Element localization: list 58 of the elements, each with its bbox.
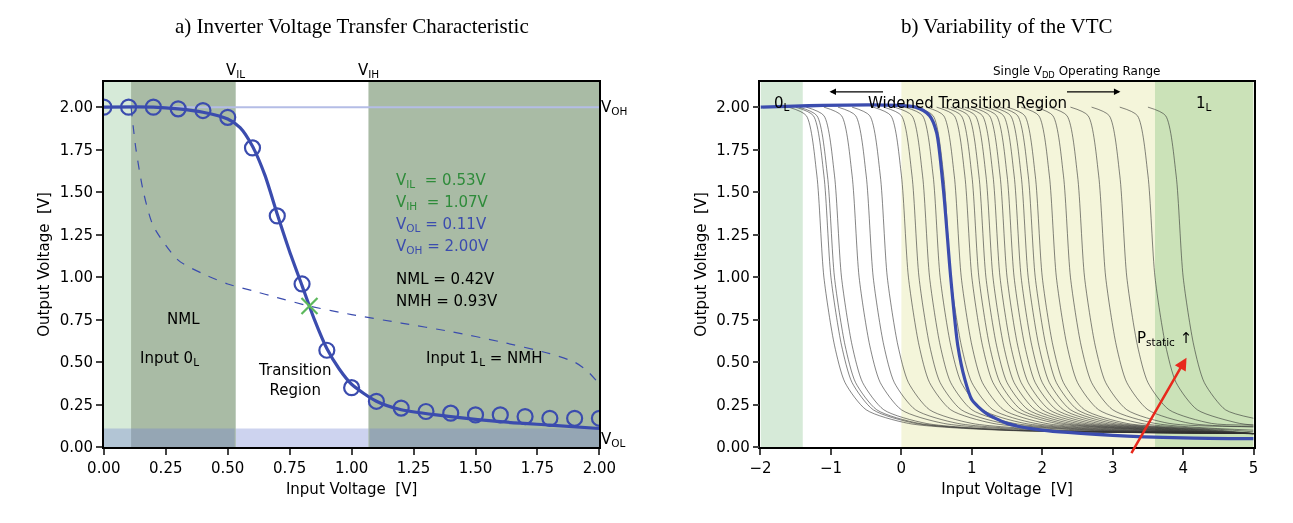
band-label: Input 1$_{L}$ = NMH — [426, 349, 543, 369]
x-tick-label: −1 — [819, 458, 842, 477]
y-tick-label: 2.00 — [59, 98, 94, 117]
y-tick-label: 1.25 — [59, 225, 94, 244]
y-tick-label: 0.50 — [59, 353, 94, 372]
x-tick-label: 0.25 — [149, 458, 183, 477]
band-label: NML — [167, 310, 201, 328]
x-axis-title: Input Voltage [V] — [285, 480, 418, 499]
x-tick-label: 1 — [967, 458, 977, 477]
annotation: P$_{static}$ ↑ — [1137, 329, 1193, 349]
band-label: V$_{OL}$ — [601, 430, 626, 450]
y-tick-label: 1.25 — [716, 225, 750, 244]
y-tick-label: 1.75 — [59, 140, 94, 159]
band-label: Input 0$_{L}$ — [140, 349, 200, 369]
x-tick-label: 2 — [1037, 458, 1048, 477]
x-tick-label: −2 — [749, 458, 772, 477]
annotation: V$_{OH}$ = 2.00V — [396, 237, 489, 257]
annotation: V$_{OL}$ = 0.11V — [396, 215, 487, 235]
y-axis-title: Output Voltage [V] — [692, 192, 711, 337]
y-axis-title: Output Voltage [V] — [35, 192, 54, 337]
annotation: NMH = 0.93V — [396, 292, 498, 310]
y-tick-label: 0.75 — [59, 310, 94, 329]
x-tick-label: 1.00 — [334, 458, 369, 477]
x-tick-label: 0 — [896, 458, 907, 477]
ref-line-label: V$_{IH}$ — [358, 61, 380, 81]
y-tick-label: 0.75 — [716, 310, 750, 329]
y-tick-label: 0.50 — [716, 353, 750, 372]
band-label: 1$_{L}$ — [1196, 94, 1212, 114]
y-tick-label: 0.00 — [59, 438, 94, 457]
annotation: NML = 0.42V — [396, 270, 496, 288]
x-tick-label: 1.50 — [458, 458, 493, 477]
y-tick-label: 1.00 — [59, 268, 94, 287]
ref-line-label: V$_{OH}$ — [601, 98, 628, 118]
x-tick-label: 1.25 — [396, 458, 431, 477]
annotation: V$_{IH}$ = 1.07V — [396, 193, 489, 213]
y-tick-label: 1.00 — [716, 268, 750, 287]
x-tick-label: 0.00 — [87, 458, 121, 477]
y-tick-label: 2.00 — [716, 98, 750, 117]
y-tick-label: 1.50 — [59, 183, 94, 202]
x-tick-label: 5 — [1248, 458, 1259, 477]
x-tick-label: 1.75 — [520, 458, 555, 477]
chart-title: b) Variability of the VTC — [901, 14, 1113, 38]
chart-title: a) Inverter Voltage Transfer Characteristic — [175, 14, 529, 38]
y-tick-label: 1.50 — [716, 183, 750, 202]
y-tick-label: 0.25 — [59, 395, 94, 414]
annotation: Transition Region — [258, 361, 332, 399]
y-tick-label: 1.75 — [716, 140, 750, 159]
x-tick-label: 3 — [1107, 458, 1118, 477]
x-tick-label: 2.00 — [582, 458, 617, 477]
text: Single V$_{DD}$ Operating Range — [993, 64, 1161, 80]
ref-line-label: V$_{IL}$ — [226, 61, 246, 81]
annotation: V$_{IL}$ = 0.53V — [396, 171, 487, 191]
x-tick-label: 0.50 — [211, 458, 245, 477]
y-tick-label: 0.25 — [716, 395, 750, 414]
y-tick-label: 0.00 — [716, 438, 750, 457]
x-axis-title: Input Voltage [V] — [941, 480, 1073, 499]
x-tick-label: 0.75 — [272, 458, 307, 477]
x-tick-label: 4 — [1178, 458, 1188, 477]
